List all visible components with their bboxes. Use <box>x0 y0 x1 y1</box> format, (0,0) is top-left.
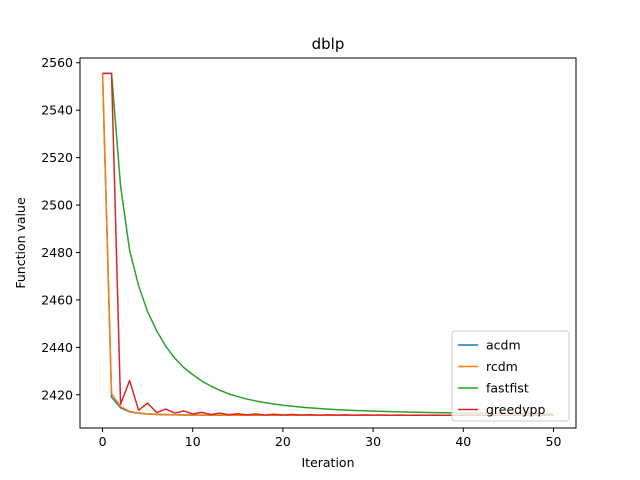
y-axis-title: Function value <box>13 197 28 289</box>
x-tick-label: 20 <box>275 434 291 449</box>
y-tick-label: 2420 <box>41 387 73 402</box>
x-tick-label: 50 <box>546 434 562 449</box>
x-tick-label: 0 <box>99 434 107 449</box>
legend-label-fastfist: fastfist <box>486 381 529 396</box>
y-tick-label: 2440 <box>41 340 73 355</box>
y-tick-label: 2560 <box>41 55 73 70</box>
legend-label-rcdm: rcdm <box>486 359 518 374</box>
x-tick-label: 40 <box>455 434 471 449</box>
y-tick-label: 2520 <box>41 150 73 165</box>
x-axis: 0 10 20 30 40 50 <box>99 428 562 449</box>
x-axis-title: Iteration <box>301 455 354 470</box>
x-tick-label: 10 <box>185 434 201 449</box>
x-tick-label: 30 <box>365 434 381 449</box>
y-tick-label: 2460 <box>41 292 73 307</box>
legend-label-greedypp: greedypp <box>486 402 545 417</box>
y-axis: 2420 2440 2460 2480 2500 2520 2540 2560 <box>41 55 80 402</box>
legend-label-acdm: acdm <box>486 338 521 353</box>
y-tick-label: 2500 <box>41 198 73 213</box>
y-tick-label: 2480 <box>41 245 73 260</box>
plot-frame <box>79 57 577 429</box>
legend: acdm rcdm fastfist greedypp <box>451 330 570 422</box>
y-tick-label: 2540 <box>41 103 73 118</box>
legend-box <box>451 330 570 422</box>
chart-title: dblp <box>312 35 345 53</box>
